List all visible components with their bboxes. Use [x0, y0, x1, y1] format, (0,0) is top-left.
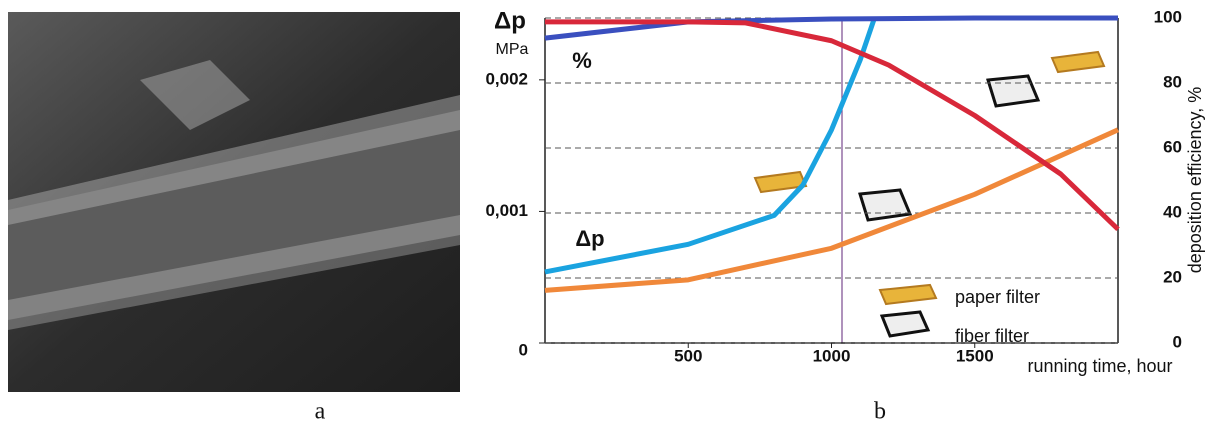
panel-label: a — [315, 399, 326, 425]
y-tick-label: 0,002 — [485, 69, 528, 88]
y2-tick-label: 60 — [1163, 137, 1182, 156]
y-axis-title: Δp — [494, 7, 526, 34]
panel-label: b — [874, 399, 886, 425]
y-tick-label: 0 — [519, 340, 528, 359]
y2-tick-label: 80 — [1163, 72, 1182, 91]
data-line — [545, 19, 1120, 232]
x-tick-label: 500 — [674, 346, 702, 365]
y2-tick-label: 0 — [1173, 332, 1182, 351]
x-tick-label: 1000 — [813, 346, 851, 365]
annotation: Δp — [575, 226, 604, 251]
legend-label: fiber filter — [955, 326, 1029, 346]
data-line — [544, 15, 1118, 41]
y2-tick-label: 100 — [1154, 7, 1182, 26]
x-tick-label: 1500 — [956, 346, 994, 365]
micrograph — [8, 12, 460, 392]
annotation: % — [572, 48, 592, 73]
y-tick-label: 0,001 — [485, 201, 528, 220]
y2-tick-label: 40 — [1163, 202, 1182, 221]
y2-tick-label: 20 — [1163, 267, 1182, 286]
x-axis-title: running time, hour — [1027, 356, 1172, 376]
data-line — [544, 17, 877, 275]
y-axis-unit: MPa — [496, 41, 529, 58]
legend-label: paper filter — [955, 287, 1040, 307]
y2-axis-title: deposition efficiency, % — [1185, 87, 1205, 273]
data-line — [544, 127, 1120, 293]
legend — [753, 50, 1106, 338]
